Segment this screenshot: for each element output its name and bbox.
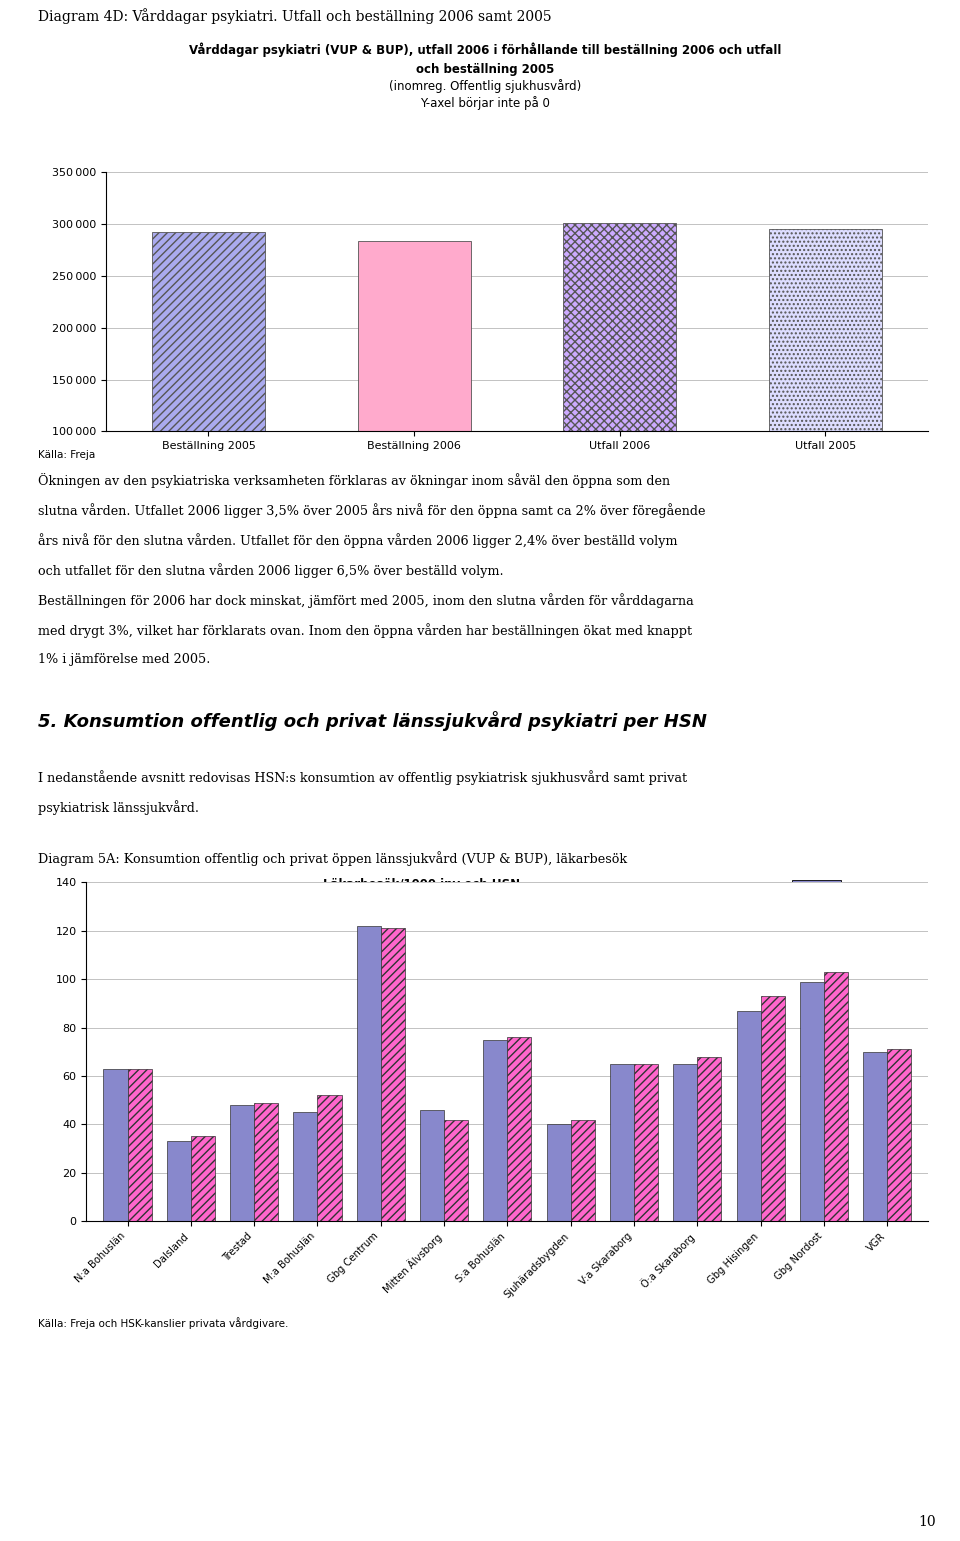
Text: Källa: Freja och HSK-kanslier privata vårdgivare.: Källa: Freja och HSK-kanslier privata vå… <box>38 1316 289 1328</box>
Text: slutna vården. Utfallet 2006 ligger 3,5% över 2005 års nivå för den öppna samt c: slutna vården. Utfallet 2006 ligger 3,5%… <box>38 504 706 518</box>
Bar <box>104 1069 128 1222</box>
Text: 2006: 2006 <box>852 945 882 957</box>
Bar <box>318 1096 342 1222</box>
Text: med drygt 3%, vilket har förklarats ovan. Inom den öppna vården har beställninge: med drygt 3%, vilket har förklarats ovan… <box>38 624 692 638</box>
Text: 2005: 2005 <box>852 894 881 906</box>
Text: Ökningen av den psykiatriska verksamheten förklaras av ökningar inom såväl den ö: Ökningen av den psykiatriska verksamhete… <box>38 473 670 488</box>
Bar <box>294 1113 318 1222</box>
Text: 1% i jämförelse med 2005.: 1% i jämförelse med 2005. <box>38 653 211 666</box>
Text: (inomreg. Offentlig sjukhusvård): (inomreg. Offentlig sjukhusvård) <box>389 79 581 92</box>
Bar <box>128 1069 152 1222</box>
Bar <box>792 931 841 971</box>
Bar <box>564 222 677 535</box>
Bar <box>381 928 405 1222</box>
Text: Vårddagar psykiatri (VUP & BUP), utfall 2006 i förhållande till beställning 2006: Vårddagar psykiatri (VUP & BUP), utfall … <box>188 42 781 57</box>
Text: Läkarbesök/1000 inv och HSN: Läkarbesök/1000 inv och HSN <box>324 878 520 891</box>
Bar <box>769 230 882 535</box>
Text: och utfallet för den slutna vården 2006 ligger 6,5% över beställd volym.: och utfallet för den slutna vården 2006 … <box>38 564 504 578</box>
Bar <box>863 1053 887 1222</box>
Bar <box>800 982 824 1222</box>
Text: Källa: Freja: Källa: Freja <box>38 450 96 459</box>
Text: Y-axel börjar inte på 0: Y-axel börjar inte på 0 <box>420 96 550 109</box>
Bar <box>230 1105 254 1222</box>
Bar <box>887 1049 911 1222</box>
Bar <box>546 1125 570 1222</box>
Bar <box>507 1037 532 1222</box>
Text: 5. Konsumtion offentlig och privat länssjukvård psykiatri per HSN: 5. Konsumtion offentlig och privat länss… <box>38 712 708 730</box>
Bar <box>420 1110 444 1222</box>
Text: psykiatrisk länssjukvård.: psykiatrisk länssjukvård. <box>38 800 200 815</box>
Text: 10: 10 <box>919 1515 936 1529</box>
Text: I nedanstående avsnitt redovisas HSN:s konsumtion av offentlig psykiatrisk sjukh: I nedanstående avsnitt redovisas HSN:s k… <box>38 770 687 784</box>
Bar <box>167 1142 191 1222</box>
Bar <box>191 1137 215 1222</box>
Text: Diagram 5A: Konsumtion offentlig och privat öppen länssjukvård (VUP & BUP), läka: Diagram 5A: Konsumtion offentlig och pri… <box>38 851 628 866</box>
Bar <box>610 1063 634 1222</box>
Bar <box>357 242 470 535</box>
Bar <box>673 1063 697 1222</box>
Text: Diagram 4D: Vårddagar psykiatri. Utfall och beställning 2006 samt 2005: Diagram 4D: Vårddagar psykiatri. Utfall … <box>38 9 552 25</box>
Bar <box>570 1119 594 1222</box>
Text: Utfall 2005 & 2006: Utfall 2005 & 2006 <box>359 905 484 917</box>
Bar <box>444 1119 468 1222</box>
Text: års nivå för den slutna vården. Utfallet för den öppna vården 2006 ligger 2,4% ö: års nivå för den slutna vården. Utfallet… <box>38 533 678 549</box>
Bar <box>792 880 841 920</box>
Bar <box>760 995 784 1222</box>
Bar <box>483 1040 507 1222</box>
Text: Beställningen för 2006 har dock minskat, jämfört med 2005, inom den slutna vårde: Beställningen för 2006 har dock minskat,… <box>38 593 694 609</box>
Bar <box>634 1063 658 1222</box>
Bar <box>697 1057 721 1222</box>
Bar <box>152 233 265 535</box>
Text: och beställning 2005: och beställning 2005 <box>416 63 554 76</box>
Bar <box>357 926 381 1222</box>
Bar <box>824 972 848 1222</box>
Bar <box>254 1103 278 1222</box>
Bar <box>736 1011 760 1222</box>
